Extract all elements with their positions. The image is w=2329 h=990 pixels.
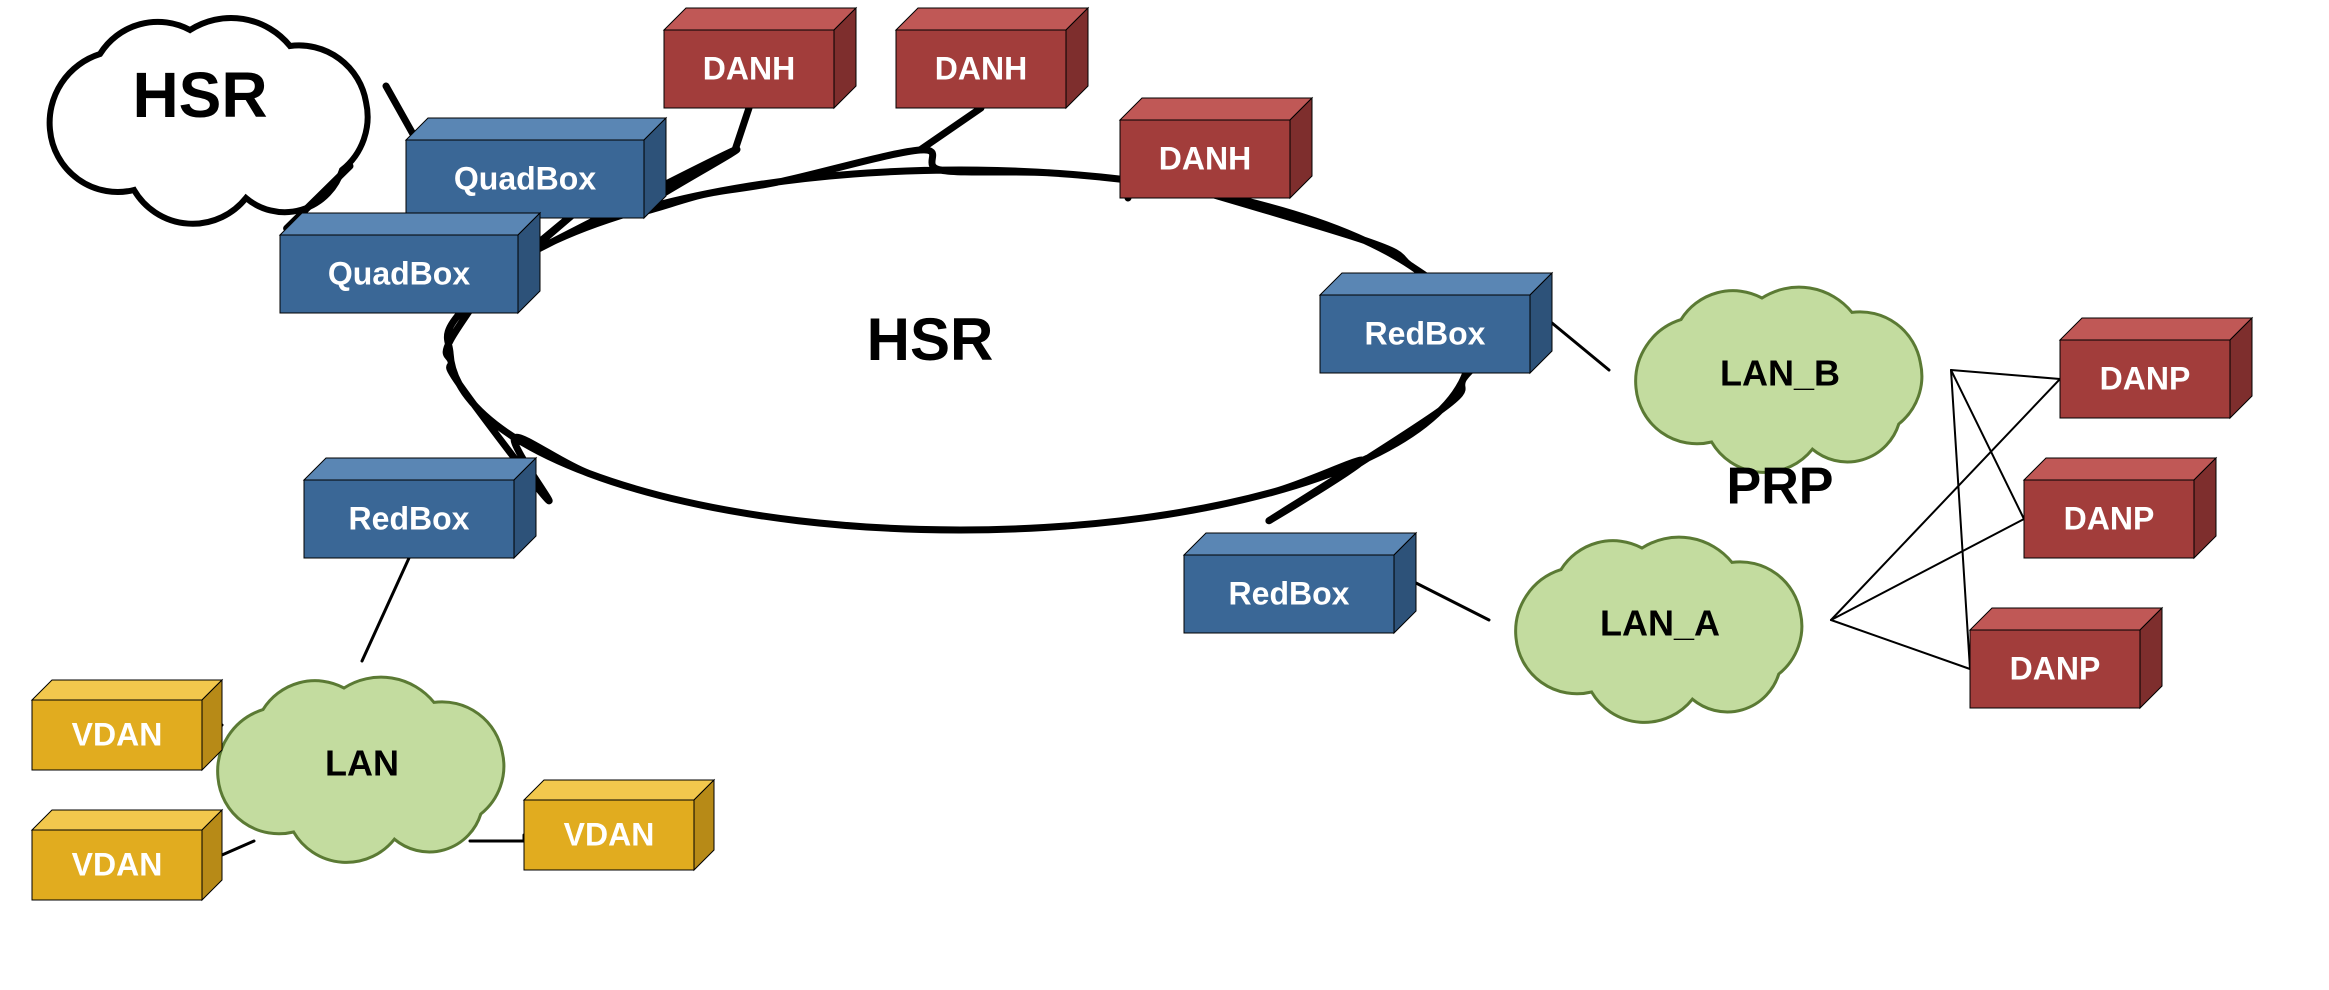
box-redbox2: RedBox [1184, 533, 1416, 633]
box-danp1: DANP [2060, 318, 2252, 418]
edge-redbox2-r-lanA-l [1416, 583, 1489, 620]
edge-danh2-b-spoke-3 [920, 108, 981, 150]
box-danh1-label: DANH [703, 50, 795, 86]
label-prp: PRP [1727, 458, 1834, 516]
box-quadbox2: QuadBox [280, 213, 540, 313]
box-quadbox1: QuadBox [406, 118, 666, 218]
edge-redbox3-r-lanB-l [1552, 323, 1609, 370]
box-vdan3: VDAN [524, 780, 714, 870]
edge-vdan2-r-lan-bl [222, 841, 254, 855]
box-danp2: DANP [2024, 458, 2216, 558]
edge-lanA-r-danp2-l [1831, 519, 2024, 620]
edge-vdan3-l-lan-br [470, 835, 524, 841]
diagram-canvas: LAN LAN_A LAN_B QuadBox QuadBox RedBox RedBox R… [0, 0, 2329, 990]
box-danh2: DANH [896, 8, 1088, 108]
cloud-lanA-label: LAN_A [1600, 603, 1720, 644]
box-danp3-label: DANP [2010, 650, 2101, 686]
box-danp2-label: DANP [2064, 500, 2155, 536]
box-quadbox1-label: QuadBox [454, 160, 596, 196]
box-vdan1: VDAN [32, 680, 222, 770]
cloud-lanB-label: LAN_B [1720, 353, 1840, 394]
box-quadbox2-label: QuadBox [328, 255, 470, 291]
edge-lanB-r-danp2-l [1951, 370, 2024, 519]
box-danh2-label: DANH [935, 50, 1027, 86]
edge-lanB-r-danp1-l [1951, 370, 2060, 379]
box-danp1-label: DANP [2100, 360, 2191, 396]
edge-danh1-b-spoke-2 [735, 108, 749, 150]
box-danh1: DANH [664, 8, 856, 108]
box-vdan3-label: VDAN [564, 816, 655, 852]
edge-lanA-r-danp3-l [1831, 620, 1970, 669]
box-redbox1: RedBox [304, 458, 536, 558]
box-vdan1-label: VDAN [72, 716, 163, 752]
box-danh3-label: DANH [1159, 140, 1251, 176]
box-redbox1-label: RedBox [349, 500, 470, 536]
box-vdan2: VDAN [32, 810, 222, 900]
edge-lanB-r-danp3-l [1951, 370, 1970, 669]
cloud-lanA: LAN_A [1516, 537, 1802, 722]
cloud-lan: LAN [218, 677, 504, 862]
edge-redbox1-b-lan-t [362, 558, 409, 661]
cloud-lan-label: LAN [325, 743, 399, 784]
cloud-lanB: LAN_B [1636, 287, 1922, 472]
label-hsr_small: HSR [132, 59, 267, 131]
edge-quadbox1-tl-hsrcloud-r1 [386, 86, 413, 133]
label-hsr_big: HSR [867, 306, 994, 373]
box-redbox3-label: RedBox [1365, 315, 1486, 351]
box-vdan2-label: VDAN [72, 846, 163, 882]
box-danp3: DANP [1970, 608, 2162, 708]
box-danh3: DANH [1120, 98, 1312, 198]
box-redbox3: RedBox [1320, 273, 1552, 373]
box-redbox2-label: RedBox [1229, 575, 1350, 611]
